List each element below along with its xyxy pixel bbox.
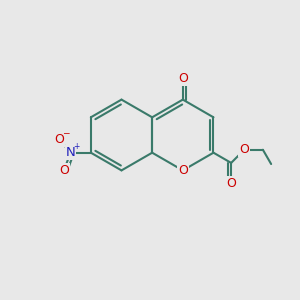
Text: O: O: [178, 164, 188, 177]
Text: O: O: [59, 164, 69, 177]
Text: O: O: [239, 143, 249, 156]
Text: −: −: [62, 128, 70, 137]
Text: O: O: [178, 71, 188, 85]
Text: N: N: [66, 146, 75, 159]
Text: +: +: [73, 142, 80, 151]
Text: O: O: [226, 177, 236, 190]
Text: O: O: [54, 133, 64, 146]
